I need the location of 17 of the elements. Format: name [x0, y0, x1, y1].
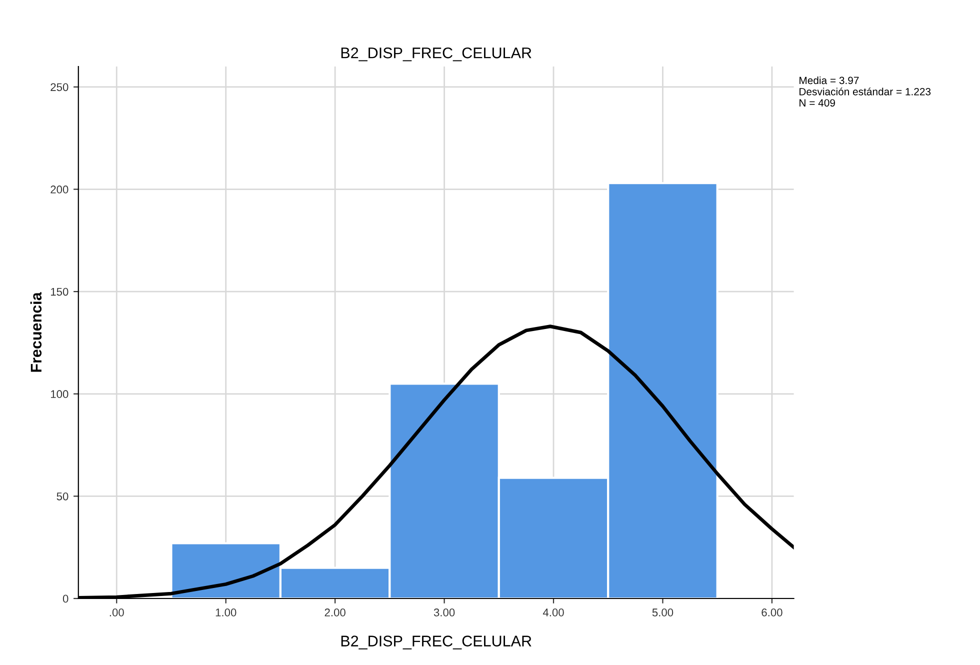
x-tick-label: .00 — [110, 608, 124, 616]
x-tick-label: 2.00 — [324, 608, 346, 616]
x-axis-title: B2_DISP_FREC_CELULAR — [341, 636, 532, 650]
x-tick-label: 4.00 — [542, 608, 564, 616]
x-tick-label: 6.00 — [762, 608, 782, 616]
y-tick-label: 150 — [50, 288, 68, 296]
y-axis-title: Frecuencia — [30, 292, 42, 372]
x-tick-label: 3.00 — [434, 608, 455, 616]
y-tick-label: 100 — [50, 390, 68, 398]
x-tick-label: 1.00 — [216, 608, 236, 616]
y-tick-label: 200 — [50, 186, 68, 194]
chart-title: B2_DISP_FREC_CELULAR — [341, 48, 532, 62]
y-tick-label: 0 — [62, 594, 68, 603]
x-tick-label: 5.00 — [652, 608, 674, 616]
text: Media = 3.97 Desviación estándar = 1.223 N = 409 — [800, 76, 931, 107]
y-tick-label: 50 — [56, 492, 68, 500]
y-tick-label: 250 — [50, 83, 68, 92]
